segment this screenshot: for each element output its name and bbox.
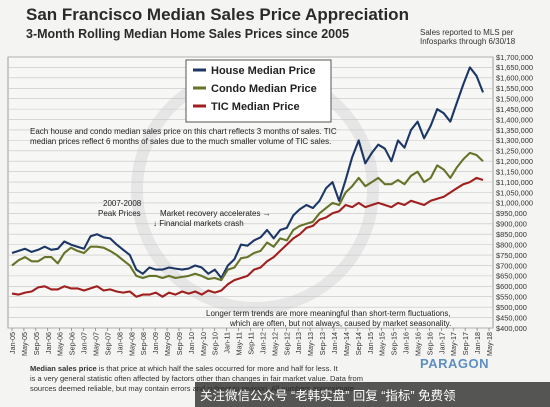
- overlay-caption: 关注微信公众号 “老韩实盘” 回复 “指标” 免费领: [200, 389, 456, 403]
- x-tick-label: Jan-11: [223, 332, 232, 353]
- x-tick-label: Sep-15: [390, 332, 399, 355]
- footer-bold: Median sales price: [30, 364, 97, 373]
- y-tick-label: $900,000: [496, 220, 527, 229]
- x-tick-label: May-16: [413, 332, 422, 356]
- x-tick-label: Jan-13: [294, 332, 303, 354]
- chart-title: San Francisco Median Sales Price Appreci…: [26, 5, 409, 24]
- x-tick-label: Sep-08: [139, 332, 148, 355]
- y-tick-label: $800,000: [496, 240, 527, 249]
- x-tick-label: May-08: [127, 332, 136, 356]
- condo-price-line: [11, 151, 484, 282]
- x-tick-label: Sep-13: [318, 332, 327, 355]
- legend-label: House Median Price: [211, 65, 316, 77]
- y-tick-label: $1,600,000: [496, 74, 533, 83]
- y-tick-label: $700,000: [496, 261, 527, 270]
- x-tick-label: Sep-17: [461, 332, 470, 355]
- overlay-strip: [195, 382, 550, 407]
- tic-price-line: [11, 176, 484, 298]
- x-tick-label: May-12: [270, 332, 279, 356]
- x-tick-label: Sep-16: [425, 332, 434, 355]
- x-tick-label: Sep-07: [103, 332, 112, 355]
- y-tick-label: $850,000: [496, 230, 527, 239]
- y-tick-label: $1,150,000: [496, 167, 533, 176]
- legend-label: TIC Median Price: [211, 101, 300, 113]
- x-tick-label: Sep-12: [282, 332, 291, 355]
- x-tick-label: May-06: [56, 332, 65, 356]
- footer-line1: is that price at which half the sales oc…: [98, 364, 338, 373]
- y-tick-label: $400,000: [496, 324, 527, 333]
- annotation-recovery: Market recovery accelerates →: [160, 209, 271, 218]
- y-tick-label: $1,650,000: [496, 63, 533, 72]
- x-tick-label: May-09: [163, 332, 172, 356]
- x-tick-label: Jan-16: [402, 332, 411, 354]
- x-tick-label: May-10: [199, 332, 208, 356]
- legend-label: Condo Median Price: [211, 83, 317, 95]
- x-tick-label: Sep-11: [247, 332, 256, 355]
- x-tick-label: Sep-10: [211, 332, 220, 355]
- x-tick-label: May-15: [378, 332, 387, 356]
- y-tick-label: $1,350,000: [496, 126, 533, 135]
- footer-line2: is a very general statistic often affect…: [30, 374, 363, 383]
- y-tick-label: $1,300,000: [496, 136, 533, 145]
- annotation-note: Each house and condo median sales price …: [30, 127, 337, 136]
- x-tick-label: Jan-17: [437, 332, 446, 354]
- footer-note: Median sales price is that price at whic…: [30, 364, 500, 394]
- x-tick-label: Jan-06: [44, 332, 53, 354]
- y-tick-label: $450,000: [496, 313, 527, 322]
- x-tick-label: Jan-08: [115, 332, 124, 354]
- x-tick-label: May-17: [449, 332, 458, 356]
- y-tick-label: $750,000: [496, 251, 527, 260]
- y-tick-label: $500,000: [496, 303, 527, 312]
- x-tick-label: May-13: [306, 332, 315, 356]
- x-tick-label: Jan-10: [187, 332, 196, 354]
- x-tick-label: Jan-18: [473, 332, 482, 354]
- y-tick-label: $1,500,000: [496, 94, 533, 103]
- x-tick-label: Jan-15: [366, 332, 375, 354]
- y-tick-label: $1,700,000: [496, 53, 533, 62]
- x-tick-label: May-11: [235, 332, 244, 355]
- y-tick-label: $650,000: [496, 272, 527, 281]
- x-tick-label: Jan-09: [151, 332, 160, 354]
- y-tick-label: $1,450,000: [496, 105, 533, 114]
- y-tick-label: $1,400,000: [496, 115, 533, 124]
- x-tick-label: May-07: [91, 332, 100, 356]
- footer-line3: sources deemed reliable, but may contain…: [30, 384, 356, 393]
- annotation-peak: 2007-2008: [103, 199, 142, 208]
- y-tick-label: $1,550,000: [496, 84, 533, 93]
- x-tick-label: May-18: [485, 332, 494, 356]
- y-tick-label: $550,000: [496, 293, 527, 302]
- x-tick-label: Jan-12: [258, 332, 267, 354]
- x-tick-label: May-14: [342, 332, 351, 356]
- y-tick-label: $1,250,000: [496, 147, 533, 156]
- annotation-note: median prices reflect 6 months of sales …: [30, 137, 331, 146]
- house-price-line: [11, 66, 484, 280]
- y-tick-label: $1,050,000: [496, 188, 533, 197]
- y-tick-label: $950,000: [496, 209, 527, 218]
- y-tick-label: $1,000,000: [496, 199, 533, 208]
- y-tick-label: $1,200,000: [496, 157, 533, 166]
- annotation-trend: Longer term trends are more meaningful t…: [206, 309, 451, 318]
- x-tick-label: Sep-06: [68, 332, 77, 355]
- x-tick-label: Sep-09: [175, 332, 184, 355]
- paragon-watermark: PARAGON: [420, 356, 489, 371]
- chart-subtitle: 3-Month Rolling Median Home Sales Prices…: [26, 27, 350, 41]
- annotation-trend: which are often, but not always, caused …: [229, 319, 451, 328]
- x-tick-label: May-05: [20, 332, 29, 356]
- x-tick-label: Jan-07: [80, 332, 89, 354]
- y-tick-label: $600,000: [496, 282, 527, 291]
- legend-box: [185, 59, 332, 123]
- x-tick-label: Jan-14: [330, 332, 339, 354]
- source-note: Sales reported to MLS per Infosparks thr…: [420, 28, 516, 46]
- x-tick-label: Sep-05: [32, 332, 41, 355]
- y-tick-label: $1,100,000: [496, 178, 533, 187]
- x-tick-label: Sep-14: [354, 332, 363, 355]
- x-tick-label: Jan-05: [8, 332, 17, 354]
- annotation-peak: Peak Prices: [98, 209, 141, 218]
- annotation-crash: ↓ Financial markets crash: [153, 219, 244, 228]
